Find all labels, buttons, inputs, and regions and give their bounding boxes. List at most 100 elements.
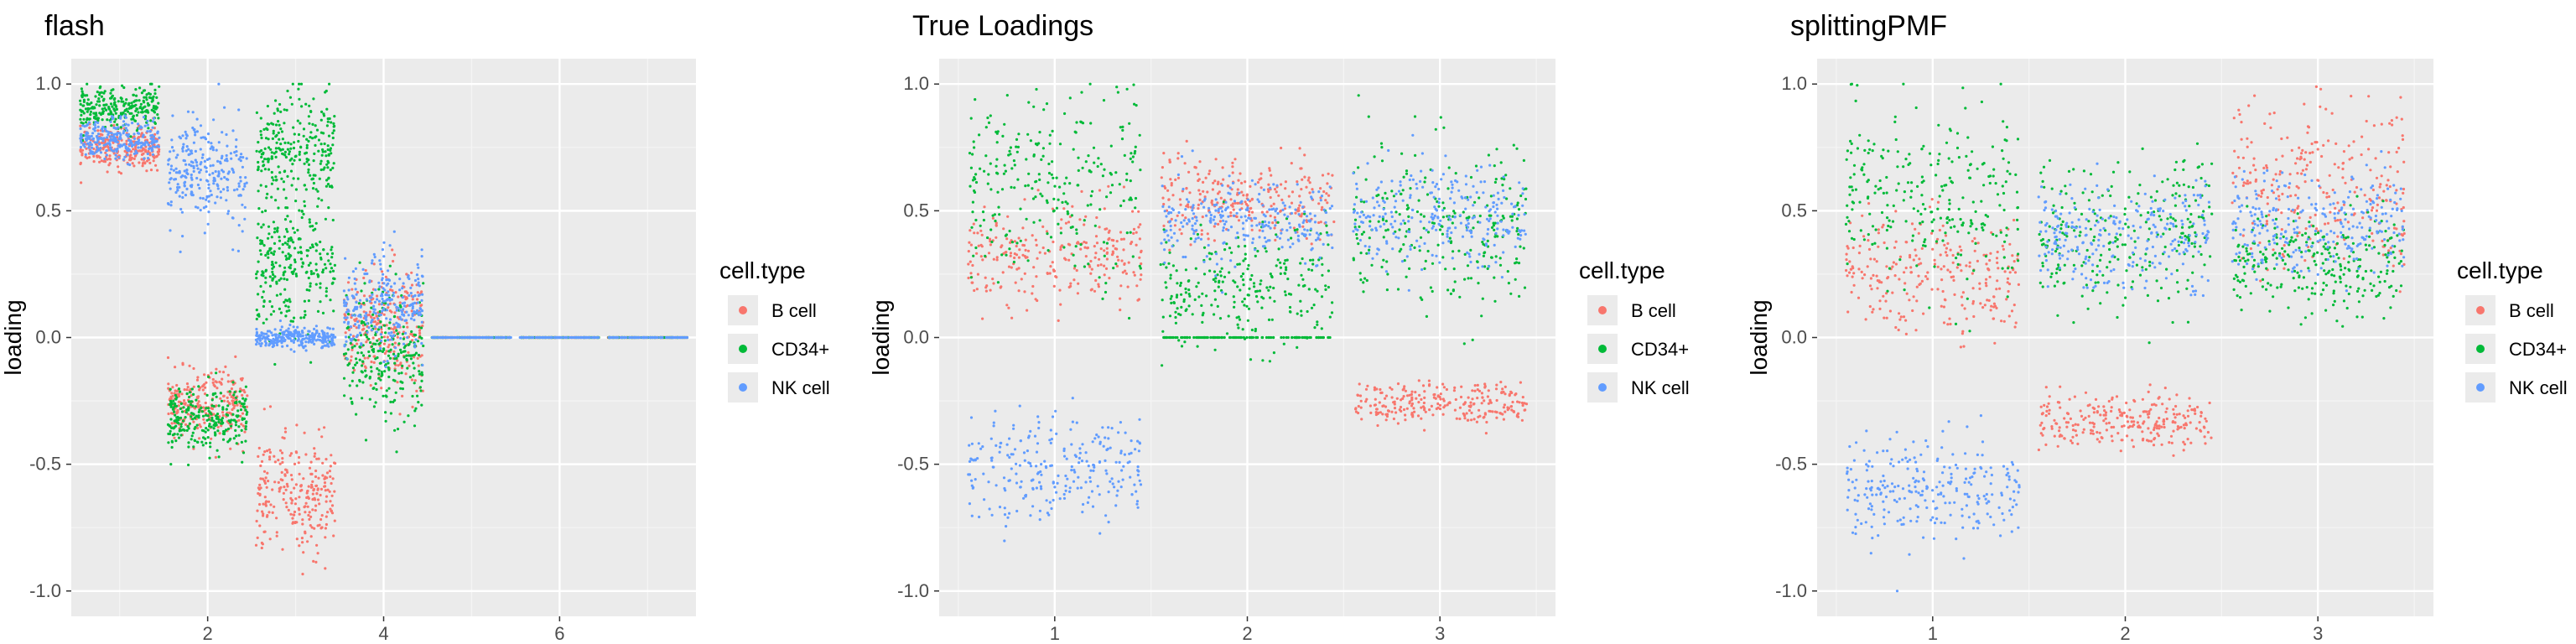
point [1124,269,1127,273]
point [206,428,210,432]
point [169,463,173,466]
point [257,160,260,164]
point [205,198,208,201]
point [190,394,193,397]
point [307,485,310,488]
point [168,402,171,406]
point [221,411,225,414]
point [278,239,282,242]
point [284,501,288,505]
point [226,427,231,431]
point [207,186,210,190]
point [1059,248,1062,252]
point [87,121,91,124]
point [237,434,241,437]
point [416,340,420,343]
point [179,423,183,426]
point [977,244,980,247]
point [1250,228,1254,231]
point [379,361,382,365]
point [101,107,104,111]
point [174,167,178,170]
point [332,162,335,165]
point [260,331,263,335]
point [272,132,275,135]
point [322,114,326,117]
point [307,158,310,162]
point [146,119,149,122]
point [244,385,247,388]
point [303,299,306,303]
point [205,393,209,397]
point [255,149,258,153]
point [139,146,143,149]
point [192,166,195,169]
point [216,187,220,190]
y-tick-label: -1.0 [29,580,61,601]
point [1088,265,1092,268]
point [319,493,322,497]
point [1108,277,1111,280]
point [181,191,184,195]
point [102,91,106,95]
point [210,437,213,440]
point [1084,255,1088,258]
point [111,115,114,118]
point [257,165,260,169]
point [1024,238,1027,242]
point [235,402,238,405]
point [479,335,482,340]
point [351,314,354,317]
point [266,471,269,475]
point [112,152,116,155]
point [373,325,377,329]
point [380,335,383,339]
point [303,200,306,203]
point [287,336,290,340]
point [353,277,356,281]
point [287,141,290,144]
point [321,271,325,274]
point [417,364,420,367]
point [325,500,328,503]
point [258,249,262,252]
point [394,291,397,294]
point [370,296,373,299]
point [307,163,311,166]
point [378,285,382,288]
point [121,84,124,87]
point [1201,216,1204,219]
point [282,180,285,184]
point [318,332,321,335]
point [350,355,353,358]
point [300,265,304,268]
point [82,117,86,121]
point [378,259,382,262]
point [261,543,264,546]
point [262,290,265,293]
point [186,424,190,428]
point [1021,226,1025,230]
point [228,392,231,396]
point [175,383,179,387]
point [992,257,995,261]
point [283,430,288,434]
point [417,325,420,329]
point [185,145,189,148]
point [1015,244,1018,248]
point [314,268,318,272]
point [273,152,276,155]
point [228,390,231,393]
point [204,430,207,434]
point [272,129,275,132]
point [410,271,413,274]
point [1103,207,1106,210]
point [1204,176,1208,179]
point [402,356,406,359]
point [271,260,274,264]
point [299,237,302,241]
point [279,486,283,489]
point [287,237,291,241]
point [347,288,351,292]
point [1046,272,1049,275]
